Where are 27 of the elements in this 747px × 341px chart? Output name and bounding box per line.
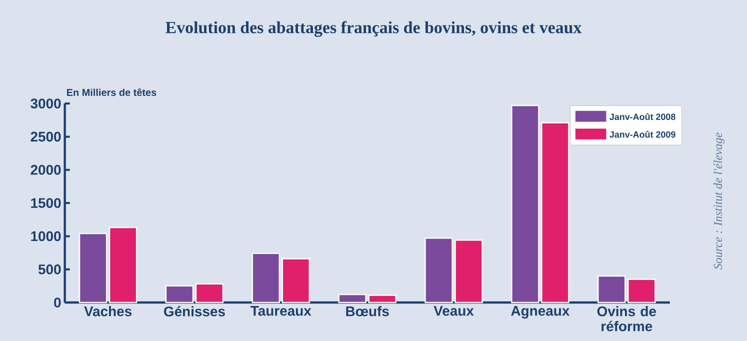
bar bbox=[252, 252, 280, 304]
source-note: Source : Institut de l'élevage bbox=[714, 132, 724, 270]
bar bbox=[108, 226, 138, 304]
y-tick-label: 1500 bbox=[31, 198, 61, 208]
x-tick-label: Veaux bbox=[434, 306, 474, 316]
y-tick-label: 500 bbox=[38, 264, 61, 274]
chart-title: Evolution des abattages français de bovins, ovins et veaux bbox=[166, 21, 582, 37]
x-tick-label: Bœufs bbox=[346, 306, 389, 316]
bar bbox=[165, 285, 194, 304]
y-tick-label: 2500 bbox=[30, 132, 61, 142]
legend-label: Janv-Août 2008 bbox=[610, 113, 676, 120]
x-tick-label: Ovins de réforme bbox=[597, 306, 656, 332]
bar bbox=[282, 258, 310, 304]
legend-label: Janv-Août 2009 bbox=[610, 130, 676, 138]
y-axis-title: En Milliers de têtes bbox=[67, 88, 156, 96]
bar bbox=[78, 232, 108, 304]
bar bbox=[628, 278, 656, 304]
bar bbox=[195, 283, 224, 304]
y-tick-label: 3000 bbox=[30, 98, 61, 108]
y-tick-label: 1000 bbox=[31, 231, 61, 242]
y-tick-label: 2000 bbox=[30, 164, 61, 175]
x-tick-label: Vaches bbox=[84, 306, 132, 316]
x-tick-label: Génisses bbox=[164, 306, 225, 316]
bar bbox=[598, 275, 626, 304]
x-tick-label: Agneaux bbox=[511, 306, 570, 319]
y-tick-label: 0 bbox=[54, 298, 61, 308]
x-tick-label: Taureaux bbox=[250, 306, 312, 316]
